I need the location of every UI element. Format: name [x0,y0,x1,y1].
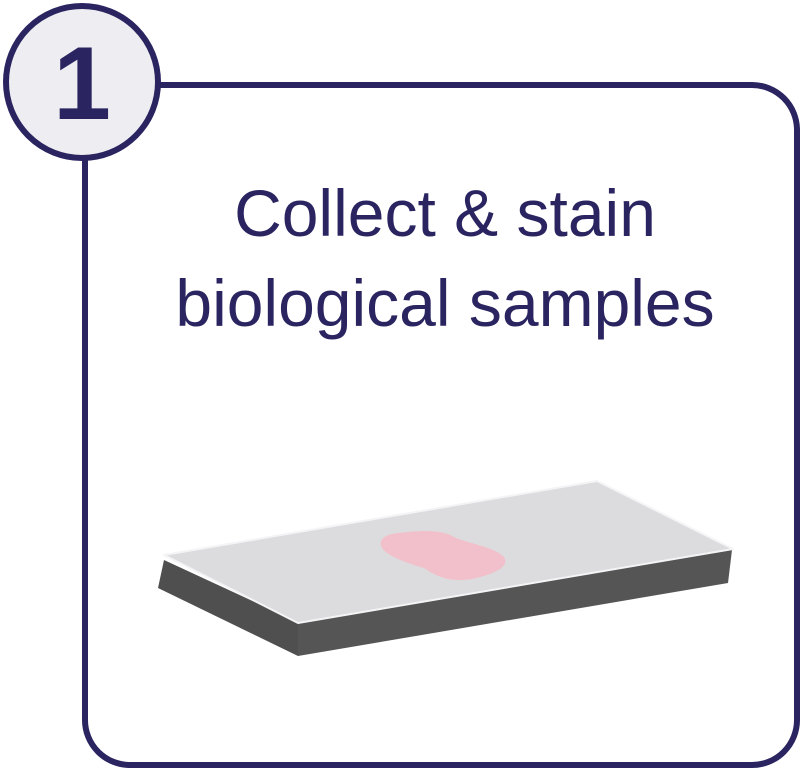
slide-side-edge [298,550,732,656]
step-number: 1 [53,26,111,142]
slide-front-edge [158,560,298,656]
step-title-line-1: Collect & stain [234,176,656,250]
step-title: Collect & stain biological samples [100,168,790,348]
step-card [82,82,800,768]
tissue-sample-icon [380,531,506,580]
step-title-line-2: biological samples [175,266,715,340]
step-number-badge: 1 [3,3,161,161]
